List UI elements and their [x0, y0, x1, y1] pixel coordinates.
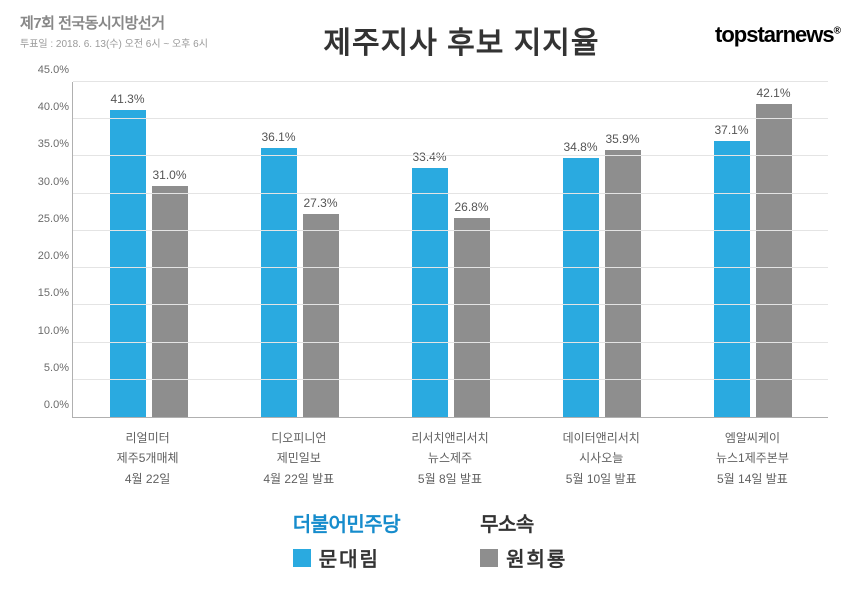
bar-groups: 41.3%31.0%36.1%27.3%33.4%26.8%34.8%35.9%… — [73, 82, 828, 417]
gridline — [73, 379, 828, 380]
bar-value-label: 26.8% — [454, 200, 488, 214]
y-tick: 40.0% — [29, 101, 69, 113]
bar-b: 31.0% — [152, 186, 188, 417]
gridline — [73, 155, 828, 156]
x-label: 리얼미터제주5개매체4월 22일 — [72, 422, 223, 492]
y-tick: 15.0% — [29, 287, 69, 299]
y-tick: 5.0% — [29, 362, 69, 374]
swatch-icon — [293, 549, 311, 567]
gridline — [73, 193, 828, 194]
gridline — [73, 81, 828, 82]
x-label: 엠알씨케이뉴스1제주본부5월 14일 발표 — [677, 422, 828, 492]
bar-value-label: 41.3% — [110, 92, 144, 106]
chart: 41.3%31.0%36.1%27.3%33.4%26.8%34.8%35.9%… — [28, 82, 832, 492]
bar-group: 37.1%42.1% — [677, 82, 828, 417]
event-subtitle: 투표일 : 2018. 6. 13(수) 오전 6시 ~ 오후 6시 — [20, 35, 208, 50]
y-tick: 20.0% — [29, 250, 69, 262]
y-tick: 25.0% — [29, 213, 69, 225]
bar-b: 35.9% — [605, 150, 641, 417]
x-label: 디오피니언제민일보4월 22일 발표 — [223, 422, 374, 492]
y-tick: 35.0% — [29, 138, 69, 150]
candidate-b: 원희룡 — [480, 543, 567, 572]
bar-a: 36.1% — [261, 148, 297, 417]
y-tick: 45.0% — [29, 64, 69, 76]
bar-value-label: 36.1% — [261, 130, 295, 144]
x-axis-labels: 리얼미터제주5개매체4월 22일디오피니언제민일보4월 22일 발표리서치앤리서… — [72, 422, 828, 492]
bar-a: 37.1% — [714, 141, 750, 417]
y-tick: 10.0% — [29, 325, 69, 337]
y-tick: 0.0% — [29, 399, 69, 411]
swatch-icon — [480, 549, 498, 567]
gridline — [73, 118, 828, 119]
gridline — [73, 342, 828, 343]
x-label: 리서치앤리서치뉴스제주5월 8일 발표 — [374, 422, 525, 492]
bar-value-label: 31.0% — [152, 168, 186, 182]
legend-item-a: 더불어민주당 문대림 — [293, 508, 400, 572]
bar-group: 36.1%27.3% — [224, 82, 375, 417]
header: 제7회 전국동시지방선거 투표일 : 2018. 6. 13(수) 오전 6시 … — [0, 0, 860, 70]
candidate-a: 문대림 — [293, 543, 400, 572]
bar-b: 42.1% — [756, 104, 792, 417]
bar-value-label: 33.4% — [412, 150, 446, 164]
event-info: 제7회 전국동시지방선거 투표일 : 2018. 6. 13(수) 오전 6시 … — [20, 12, 208, 50]
bar-group: 41.3% 31.0% — [73, 82, 224, 417]
bar-group: 34.8% 35.9% — [526, 82, 677, 417]
brand-logo: topstarnews® — [715, 22, 840, 48]
bar-value-label: 42.1% — [756, 86, 790, 100]
bar-value-label: 37.1% — [714, 123, 748, 137]
gridline — [73, 304, 828, 305]
legend: 더불어민주당 문대림 무소속 원희룡 — [0, 508, 860, 572]
bar-value-label: 35.9% — [605, 132, 639, 146]
legend-item-b: 무소속 원희룡 — [480, 508, 567, 572]
plot-area: 41.3%31.0%36.1%27.3%33.4%26.8%34.8%35.9%… — [72, 82, 828, 418]
y-tick: 30.0% — [29, 176, 69, 188]
party-name-b: 무소속 — [480, 508, 567, 537]
bar-b: 26.8% — [454, 218, 490, 418]
event-title: 제7회 전국동시지방선거 — [20, 12, 208, 33]
gridline — [73, 230, 828, 231]
page-title: 제주지사 후보 지지율 — [208, 18, 715, 62]
bar-group: 33.4% 26.8% — [375, 82, 526, 417]
bar-b: 27.3% — [303, 214, 339, 417]
x-label: 데이터앤리서치시사오늘5월 10일 발표 — [526, 422, 677, 492]
gridline — [73, 267, 828, 268]
bar-value-label: 34.8% — [563, 140, 597, 154]
party-name-a: 더불어민주당 — [293, 508, 400, 537]
bar-value-label: 27.3% — [303, 196, 337, 210]
